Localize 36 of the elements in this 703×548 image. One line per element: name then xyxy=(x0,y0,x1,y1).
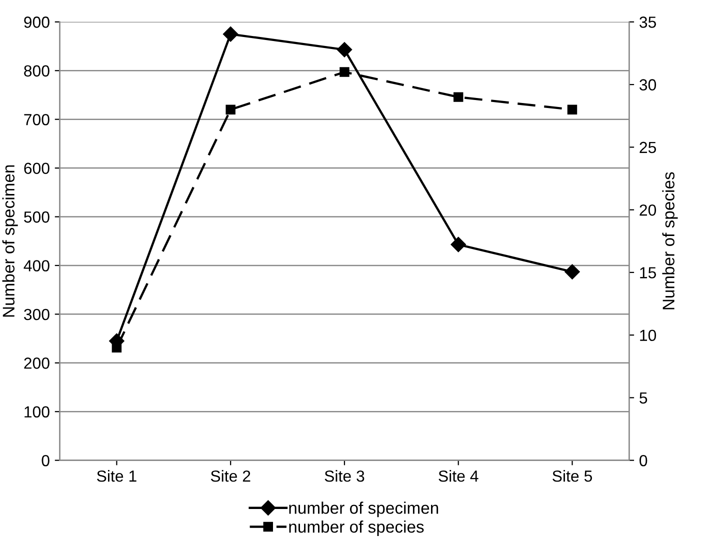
point xyxy=(453,92,464,102)
y-tick-label: 800 xyxy=(24,65,50,77)
y-tick-label: 300 xyxy=(24,308,50,320)
y-tick-label: 400 xyxy=(24,260,50,272)
x-tick-label: Site 1 xyxy=(97,470,136,482)
y-tick-label: 100 xyxy=(24,406,50,418)
point xyxy=(450,236,466,252)
point xyxy=(340,67,350,77)
y2-tick-label: 30 xyxy=(640,79,656,90)
y2-tick-label: 15 xyxy=(640,267,656,278)
x-tick-label: Site 3 xyxy=(324,470,364,482)
point xyxy=(336,42,352,58)
point xyxy=(564,264,580,280)
y-axis-title: Number of specimen xyxy=(2,165,18,317)
point xyxy=(567,104,578,114)
legend-label: number of specimen xyxy=(289,502,438,518)
y-tick-label: 900 xyxy=(24,16,50,28)
y-tick-label: 0 xyxy=(42,454,50,466)
y2-tick-label: 25 xyxy=(640,142,656,154)
x-tick-label: Site 5 xyxy=(552,470,592,482)
point xyxy=(223,26,238,42)
point xyxy=(226,104,236,114)
y2-tick-label: 10 xyxy=(640,330,656,342)
y2-tick-label: 20 xyxy=(640,204,656,216)
y2-tick-label: 35 xyxy=(640,16,656,28)
y-tick-label: 700 xyxy=(24,114,50,126)
y2-axis-title: Number of species xyxy=(662,172,678,310)
legend-label: number of species xyxy=(289,520,424,536)
y-tick-label: 600 xyxy=(24,162,50,174)
y2-tick-label: 5 xyxy=(640,392,648,404)
y-tick-label: 500 xyxy=(24,211,50,223)
point xyxy=(112,342,122,352)
y2-tick-label: 0 xyxy=(640,454,648,466)
y-tick-label: 200 xyxy=(24,358,50,369)
x-tick-label: Site 2 xyxy=(210,470,250,482)
x-tick-label: Site 4 xyxy=(438,470,478,482)
